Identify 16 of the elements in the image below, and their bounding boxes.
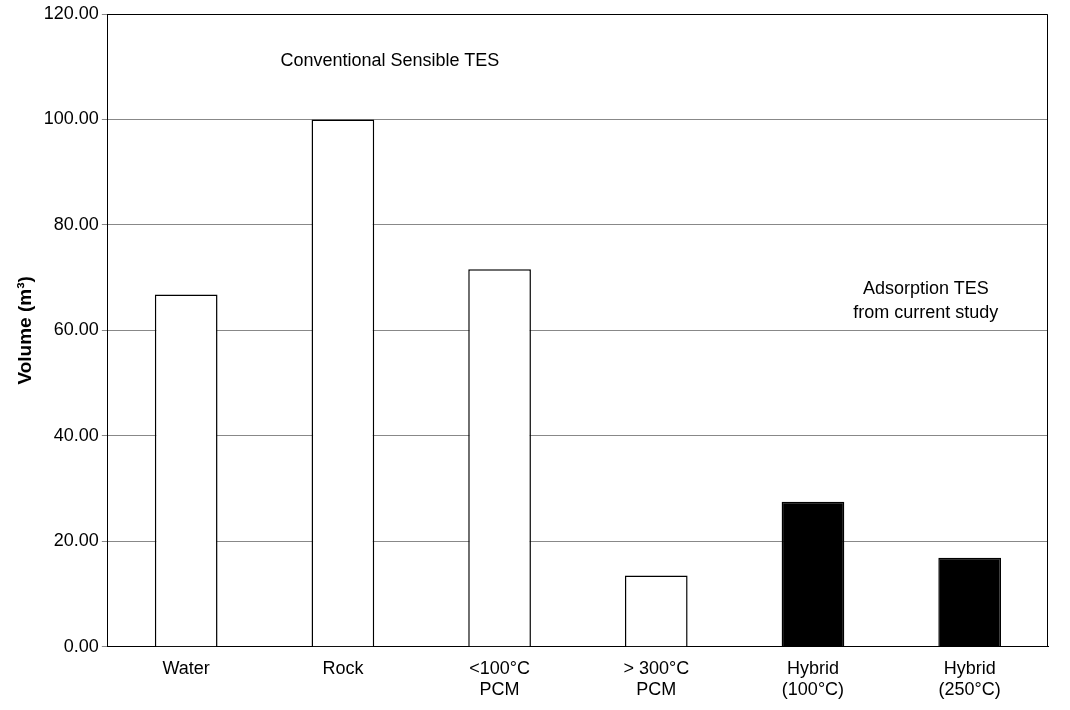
y-tick-label: 40.00 (53, 424, 99, 445)
x-tick-label: Hybrid (250°C) (938, 657, 1001, 700)
y-tick-label: 120.00 (43, 2, 99, 23)
y-axis-title: Volume (m³) (13, 276, 35, 385)
x-tick-label: Rock (322, 657, 365, 678)
y-tick-label: 20.00 (53, 530, 99, 551)
y-tick-label: 60.00 (53, 319, 99, 340)
y-tick-label: 100.00 (43, 108, 99, 129)
annotation: Adsorption TES from current study (853, 277, 999, 322)
x-tick-label: Water (162, 657, 210, 678)
y-tick-label: 0.00 (63, 635, 99, 656)
y-tick-label: 80.00 (53, 213, 99, 234)
x-tick-label: Hybrid (100°C) (781, 657, 845, 700)
annotation: Conventional Sensible TES (280, 49, 500, 70)
x-tick-label: > 300°C PCM (623, 657, 690, 700)
x-tick-label: <100°C PCM (469, 657, 530, 700)
